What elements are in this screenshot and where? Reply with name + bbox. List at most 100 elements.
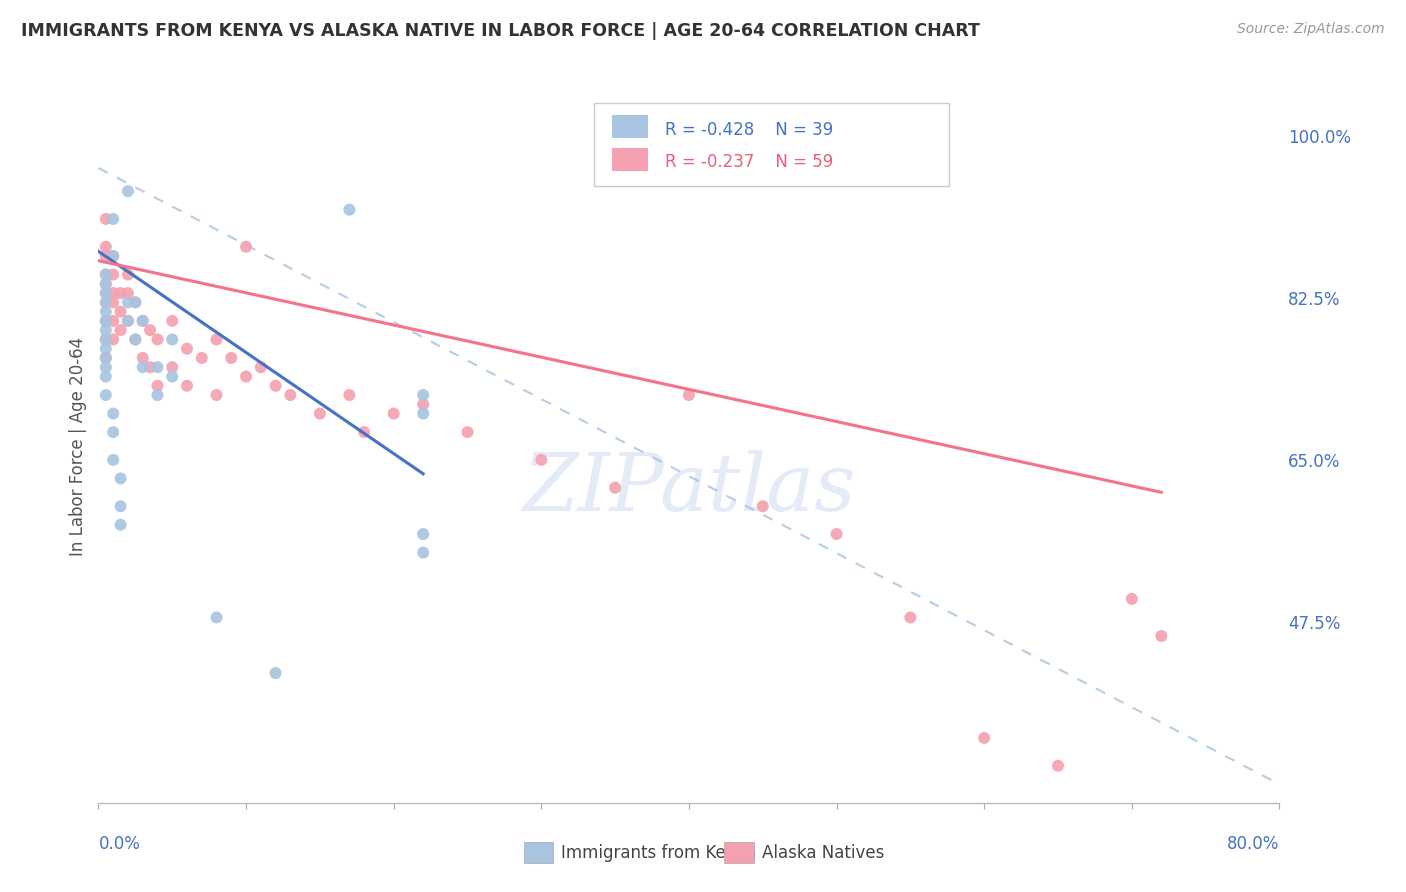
Point (412, 397, 434, 411)
Text: IMMIGRANTS FROM KENYA VS ALASKA NATIVE IN LABOR FORCE | AGE 20-64 CORRELATION CH: IMMIGRANTS FROM KENYA VS ALASKA NATIVE I… (21, 22, 980, 40)
Text: 0.0%: 0.0% (98, 835, 141, 853)
Point (94, 286, 117, 301)
Point (205, 333, 228, 347)
Point (146, 333, 169, 347)
Point (94, 333, 117, 347)
Point (117, 268, 139, 282)
Point (191, 351, 214, 365)
FancyBboxPatch shape (595, 103, 949, 186)
Point (94, 286, 117, 301)
Text: Immigrants from Kenya: Immigrants from Kenya (561, 844, 756, 862)
Point (309, 407, 332, 421)
Point (1046, 758, 1069, 772)
Point (94, 295, 117, 310)
Point (110, 471, 132, 485)
Point (94, 277, 117, 291)
Point (1121, 591, 1143, 606)
Point (825, 527, 848, 541)
Point (117, 286, 139, 301)
Point (117, 314, 139, 328)
Point (110, 304, 132, 318)
Point (110, 517, 132, 532)
Point (132, 360, 155, 375)
Point (205, 388, 228, 402)
Point (94, 249, 117, 263)
Point (339, 202, 360, 217)
Point (751, 500, 773, 514)
Point (973, 731, 995, 745)
Text: ZIPatlas: ZIPatlas (522, 450, 856, 527)
Point (162, 369, 183, 384)
Point (110, 323, 132, 337)
Point (219, 351, 242, 365)
Point (132, 314, 155, 328)
Point (162, 360, 183, 375)
Bar (523, 842, 553, 863)
Point (94, 333, 117, 347)
Point (139, 360, 162, 375)
Point (205, 610, 228, 624)
Point (278, 388, 302, 402)
Point (132, 314, 155, 328)
Point (94, 351, 117, 365)
Point (412, 388, 434, 402)
Point (94, 304, 117, 318)
Point (264, 378, 287, 392)
Point (412, 407, 434, 421)
Point (339, 388, 360, 402)
Point (103, 211, 125, 226)
Y-axis label: In Labor Force | Age 20-64: In Labor Force | Age 20-64 (69, 336, 87, 556)
Point (124, 333, 146, 347)
Point (103, 268, 125, 282)
Point (103, 249, 125, 263)
Point (94, 314, 117, 328)
Point (103, 425, 125, 439)
Point (139, 323, 162, 337)
Point (235, 369, 257, 384)
Point (678, 388, 700, 402)
Point (235, 240, 257, 254)
Point (176, 378, 198, 392)
Point (94, 295, 117, 310)
Point (110, 286, 132, 301)
Point (94, 211, 117, 226)
Point (124, 295, 146, 310)
Text: Alaska Natives: Alaska Natives (762, 844, 884, 862)
Point (94, 323, 117, 337)
Point (124, 295, 146, 310)
Point (176, 342, 198, 356)
Point (162, 314, 183, 328)
Point (117, 184, 139, 198)
Bar (724, 842, 754, 863)
Point (162, 333, 183, 347)
Point (264, 666, 287, 681)
Point (605, 481, 627, 495)
Point (103, 407, 125, 421)
Point (94, 388, 117, 402)
Point (146, 360, 169, 375)
Text: 80.0%: 80.0% (1227, 835, 1279, 853)
Point (103, 333, 125, 347)
Point (103, 295, 125, 310)
Bar (612, 148, 648, 171)
Point (94, 369, 117, 384)
Point (94, 360, 117, 375)
Point (94, 277, 117, 291)
Point (103, 453, 125, 467)
Point (353, 425, 375, 439)
Point (530, 453, 553, 467)
Point (382, 407, 405, 421)
Point (456, 425, 478, 439)
Point (103, 249, 125, 263)
Point (117, 314, 139, 328)
Point (110, 500, 132, 514)
Point (94, 268, 117, 282)
Point (900, 610, 922, 624)
Point (94, 314, 117, 328)
Point (103, 314, 125, 328)
Bar (612, 115, 648, 137)
Text: R = -0.428    N = 39: R = -0.428 N = 39 (665, 120, 834, 138)
Point (124, 333, 146, 347)
Text: Source: ZipAtlas.com: Source: ZipAtlas.com (1237, 22, 1385, 37)
Point (250, 360, 273, 375)
